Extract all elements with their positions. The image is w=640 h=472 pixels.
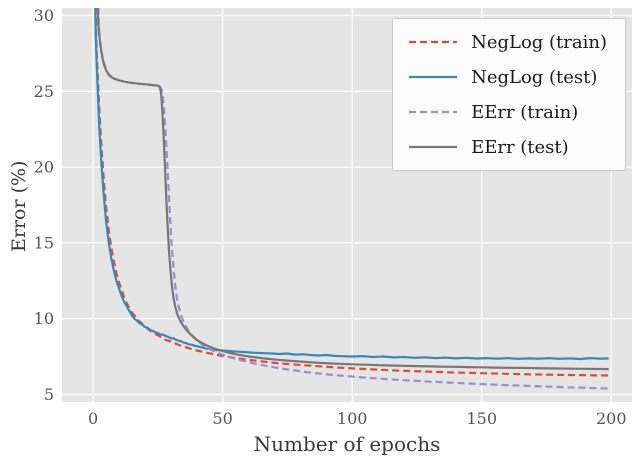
y-tick-label: 15 <box>34 233 54 252</box>
series-group <box>94 8 609 390</box>
x-tick-label: 50 <box>212 409 232 428</box>
x-tick-label: 150 <box>466 409 497 428</box>
legend-item-neglog-train: NegLog (train) <box>407 29 607 55</box>
x-tick-label: 100 <box>337 409 368 428</box>
legend-label: EErr (train) <box>471 101 579 123</box>
x-tick-label: 0 <box>88 409 98 428</box>
legend-line-neglog-test <box>409 75 458 79</box>
legend-line-eerr-train <box>409 110 458 114</box>
legend-label: NegLog (test) <box>471 66 598 88</box>
x-tick-label: 200 <box>596 409 627 428</box>
legend-label: EErr (test) <box>471 136 569 158</box>
y-axis-label: Error (%) <box>8 160 30 252</box>
legend: NegLog (train) NegLog (test) EErr (train) E… <box>392 18 626 171</box>
legend-item-neglog-test: NegLog (test) <box>407 64 607 90</box>
y-tick-label: 30 <box>34 6 54 25</box>
legend-item-eerr-train: EErr (train) <box>407 99 607 125</box>
y-tick-label: 20 <box>34 158 54 177</box>
x-axis-label: Number of epochs <box>253 432 441 456</box>
legend-item-eerr-test: EErr (test) <box>407 134 607 160</box>
legend-line-neglog-train <box>409 40 458 44</box>
series-line-neglog-test <box>94 8 609 361</box>
y-tick-label: 10 <box>34 309 54 328</box>
y-tick-label: 25 <box>34 82 54 101</box>
series-line-neglog-train <box>94 8 609 377</box>
legend-line-eerr-test <box>409 145 458 149</box>
series-line-eerr-test <box>96 8 609 371</box>
legend-label: NegLog (train) <box>471 31 607 53</box>
y-tick-label: 5 <box>44 385 54 404</box>
